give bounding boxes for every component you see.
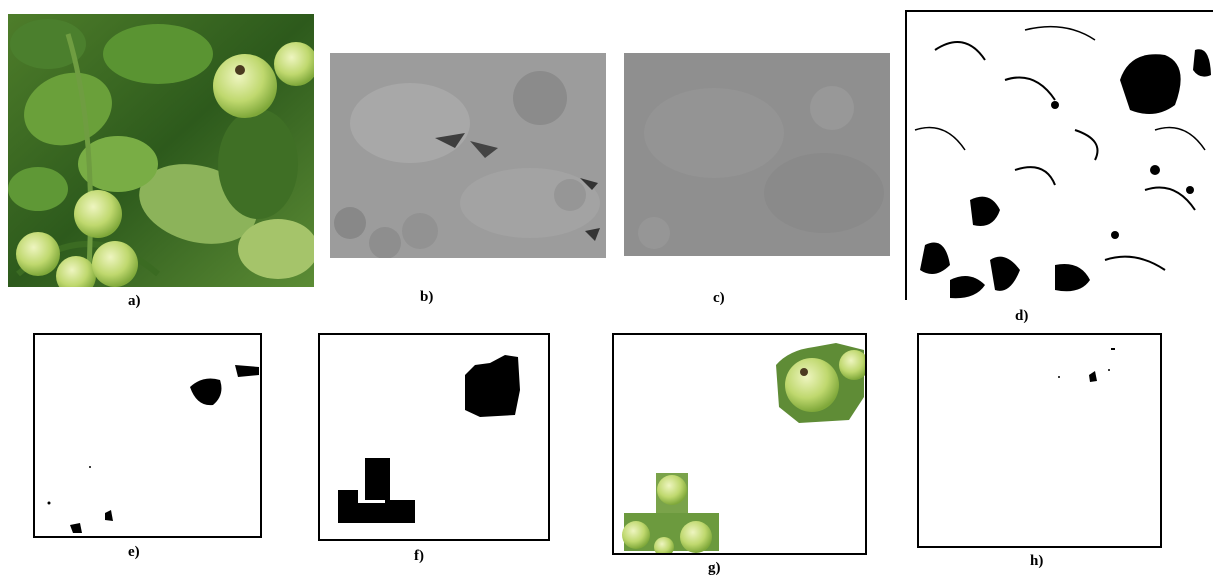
binary-image-d <box>905 10 1213 300</box>
panel-g-segmented <box>612 333 867 555</box>
panel-h-mask <box>917 333 1162 548</box>
caption-g: g) <box>708 560 721 576</box>
caption-d: d) <box>1015 308 1029 324</box>
segmented-image-g <box>622 343 865 553</box>
panel-d-binary <box>905 10 1213 300</box>
mask-image-f <box>338 355 520 523</box>
panel-c-grayscale <box>624 53 890 256</box>
mask-image-h <box>1058 348 1115 382</box>
caption-f: f) <box>414 548 424 564</box>
caption-a: a) <box>128 293 141 309</box>
grayscale-image-c <box>624 53 890 256</box>
panel-f-mask <box>318 333 550 541</box>
caption-b: b) <box>420 289 434 305</box>
panel-a-photo <box>8 14 314 287</box>
caption-c: c) <box>713 290 725 306</box>
mask-image-e <box>47 365 259 533</box>
caption-h: h) <box>1030 553 1044 569</box>
grayscale-image-b <box>330 53 606 258</box>
tomato-plant-image <box>8 14 314 287</box>
panel-e-mask <box>33 333 262 538</box>
caption-e: e) <box>128 544 140 560</box>
panel-b-grayscale <box>330 53 606 258</box>
